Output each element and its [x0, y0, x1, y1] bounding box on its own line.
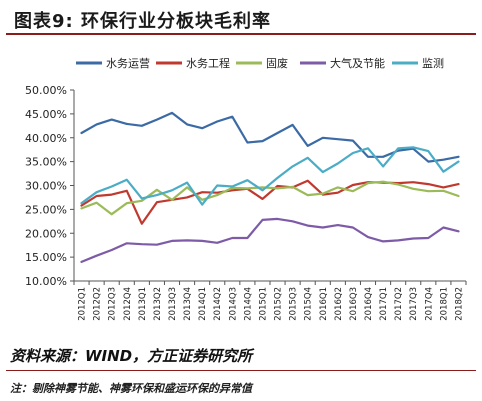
source-divider: [6, 370, 476, 371]
y-tick-label: 25.00%: [25, 203, 67, 216]
x-tick-label: 2014Q3: [228, 287, 238, 321]
legend-label: 大气及节能: [330, 56, 385, 70]
y-tick-label: 15.00%: [25, 251, 67, 264]
y-tick-label: 50.00%: [25, 84, 67, 97]
x-tick-label: 2013Q3: [168, 287, 178, 321]
legend-label: 监测: [422, 57, 444, 70]
y-tick-label: 10.00%: [25, 275, 67, 288]
x-tick-label: 2014Q1: [198, 287, 208, 321]
x-tick-label: 2016Q4: [364, 287, 374, 321]
x-tick-label: 2017Q3: [409, 287, 419, 321]
y-tick-label: 40.00%: [25, 132, 67, 145]
footnote: 注：剔除神雾节能、神雾环保和盛运环保的异常值: [10, 382, 252, 395]
x-tick-label: 2014Q4: [243, 287, 253, 321]
x-tick-label: 2016Q3: [349, 287, 359, 321]
x-tick-label: 2012Q3: [108, 287, 118, 321]
series-line: [80, 146, 460, 206]
y-tick-label: 45.00%: [25, 108, 67, 121]
x-tick-label: 2015Q3: [289, 287, 299, 321]
legend-label: 水务运营: [106, 56, 150, 70]
x-tick-label: 2012Q1: [78, 287, 88, 321]
x-tick-label: 2017Q4: [424, 287, 434, 321]
y-tick-label: 35.00%: [25, 156, 67, 169]
x-tick-label: 2017Q2: [394, 287, 404, 321]
source-text: 资料来源：WIND，方正证券研究所: [10, 347, 253, 365]
x-tick-label: 2012Q4: [123, 287, 133, 321]
x-tick-label: 2015Q4: [304, 287, 314, 321]
series-line: [80, 180, 460, 216]
x-tick-label: 2017Q1: [379, 287, 389, 321]
title-divider: [6, 33, 476, 35]
x-tick-label: 2015Q2: [274, 287, 284, 321]
series-line: [80, 217, 460, 263]
legend-label: 固废: [266, 56, 288, 70]
figure-title: 图表9: 环保行业分板块毛利率: [14, 11, 271, 32]
y-tick-label: 20.00%: [25, 227, 67, 240]
x-tick-label: 2013Q1: [138, 287, 148, 321]
figure-title-bar: 图表9: 环保行业分板块毛利率: [6, 4, 476, 32]
x-tick-label: 2013Q4: [183, 287, 193, 321]
x-tick-label: 2015Q1: [258, 287, 268, 321]
series-line: [80, 111, 460, 163]
x-tick-label: 2014Q2: [213, 287, 223, 321]
x-tick-label: 2018Q1: [439, 287, 449, 321]
x-tick-label: 2016Q1: [319, 287, 329, 321]
x-tick-label: 2013Q2: [153, 287, 163, 321]
legend-label: 水务工程: [186, 57, 230, 70]
x-tick-label: 2012Q2: [93, 287, 103, 321]
y-tick-label: 30.00%: [25, 180, 67, 193]
x-tick-label: 2016Q2: [334, 287, 344, 321]
x-tick-label: 2018Q2: [454, 287, 464, 321]
line-chart: 水务运营 水务工程 固废 大气及节能 监测 10.00% 15.00% 20.00% 25.00…: [25, 56, 467, 321]
